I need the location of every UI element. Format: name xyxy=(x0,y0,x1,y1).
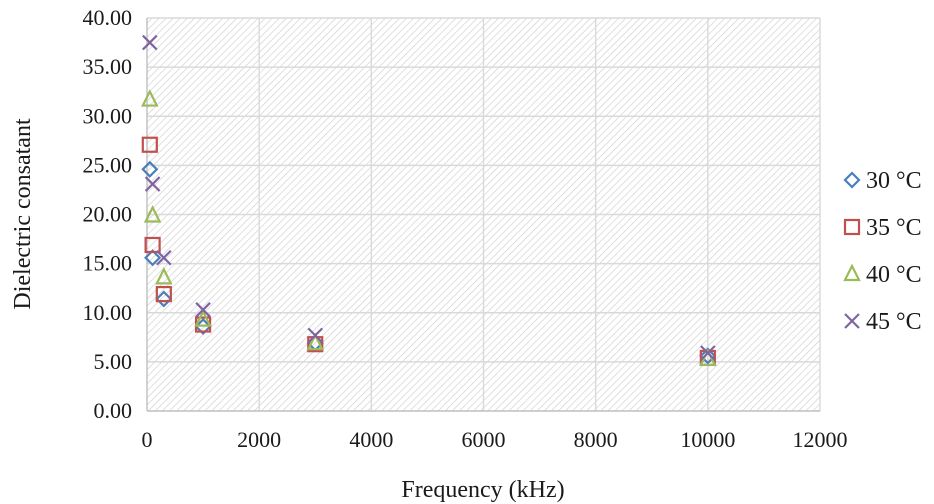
data-point xyxy=(194,309,212,327)
data-point xyxy=(307,327,324,344)
legend: 30 °C 35 °C 40 °C 45 °C xyxy=(843,168,922,335)
gridlines xyxy=(147,17,821,411)
data-point xyxy=(155,266,173,285)
data-point xyxy=(144,236,161,254)
tick-labels: 0.00 5.00 10.00 15.00 20.00 25.00 30.00 35.00 40… xyxy=(83,5,848,452)
x-tick-label: 6000 xyxy=(462,427,506,452)
data-point xyxy=(195,302,211,318)
x-tick-label: 4000 xyxy=(349,427,393,452)
data-point xyxy=(156,249,172,266)
data-point xyxy=(142,34,158,51)
y-tick-label: 35.00 xyxy=(83,54,133,79)
legend-marker xyxy=(843,171,861,189)
y-tick-label: 5.00 xyxy=(94,349,133,374)
legend-label: 35 °C xyxy=(866,215,922,241)
data-point xyxy=(144,249,162,267)
data-point xyxy=(155,285,172,303)
y-tick-label: 10.00 xyxy=(83,300,133,325)
y-tick-label: 20.00 xyxy=(83,202,133,227)
y-tick-label: 0.00 xyxy=(94,398,133,423)
y-tick-label: 30.00 xyxy=(83,103,133,128)
x-tick-label: 8000 xyxy=(574,427,618,452)
data-point xyxy=(141,89,159,107)
data-point xyxy=(700,345,716,361)
x-tick-label: 10000 xyxy=(680,427,735,452)
data-point xyxy=(155,290,173,308)
data-point xyxy=(699,347,717,365)
legend-label: 30 °C xyxy=(866,168,922,194)
legend-label: 40 °C xyxy=(866,262,922,288)
series-4 xyxy=(142,34,716,361)
y-tick-label: 40.00 xyxy=(83,5,133,30)
y-tick-label: 15.00 xyxy=(83,251,133,276)
data-point xyxy=(143,205,162,223)
x-axis-title: Frequency (kHz) xyxy=(401,477,564,503)
data-point xyxy=(141,136,158,153)
x-tick-label: 12000 xyxy=(793,427,848,452)
y-tick-label: 25.00 xyxy=(83,152,133,177)
axes xyxy=(146,18,820,412)
y-axis-title: Dielectric consatant xyxy=(10,118,36,310)
x-tick-label: 0 xyxy=(142,427,153,452)
legend-label: 45 °C xyxy=(866,309,922,335)
legend-marker xyxy=(843,263,861,282)
x-tick-label: 2000 xyxy=(237,427,281,452)
data-series xyxy=(141,34,717,367)
legend-marker xyxy=(843,218,861,236)
data-point xyxy=(141,160,159,178)
data-point xyxy=(194,317,212,336)
legend-marker xyxy=(844,313,860,329)
data-point xyxy=(306,332,325,351)
data-point xyxy=(144,176,161,192)
